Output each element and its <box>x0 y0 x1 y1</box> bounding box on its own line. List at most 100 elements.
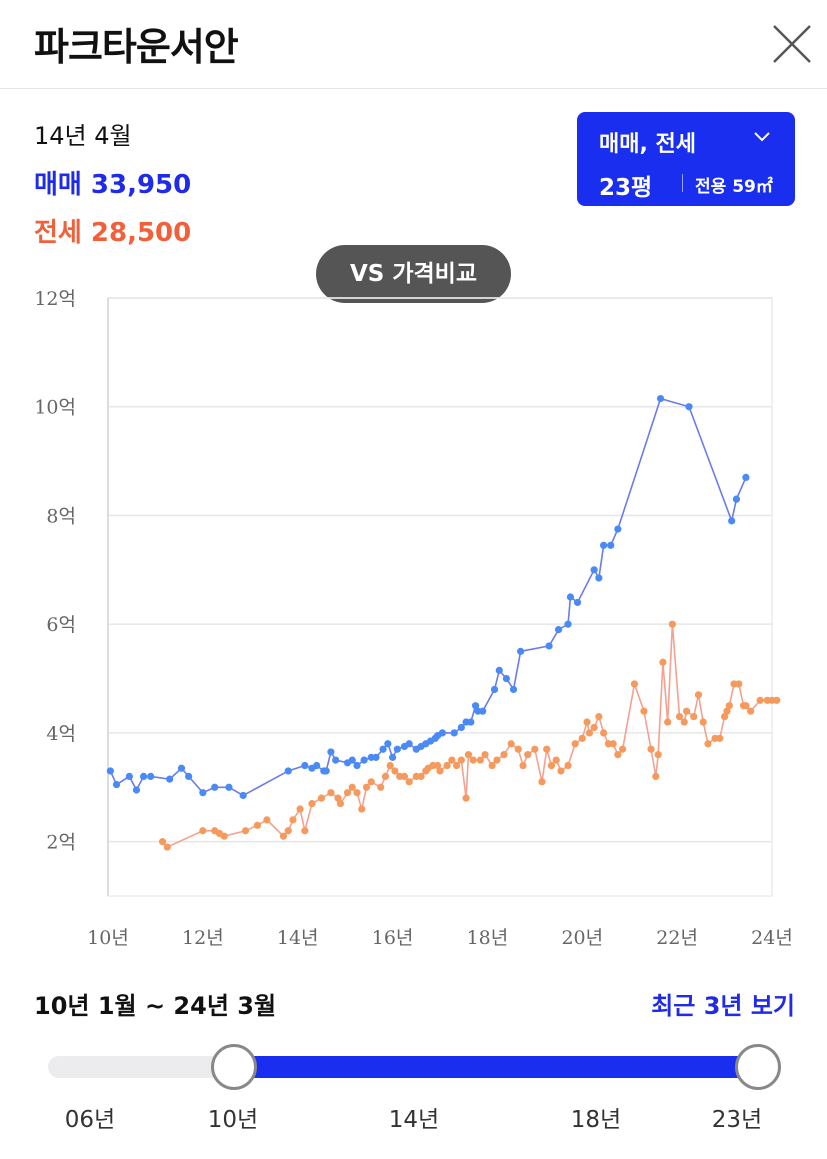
jeonse-point <box>284 827 292 835</box>
jeonse-point <box>362 783 371 791</box>
sale-point <box>438 729 446 737</box>
x-tick-label: 20년 <box>561 927 603 949</box>
sale-point <box>384 740 392 748</box>
page-title: 파크타운서안 <box>34 25 239 69</box>
jeonse-point <box>571 740 579 748</box>
range-start-handle[interactable] <box>211 1044 257 1090</box>
jeonse-point <box>675 713 684 721</box>
sale-point <box>607 541 615 549</box>
jeonse-point <box>630 680 639 688</box>
jeonse-point <box>457 756 465 764</box>
sale-point <box>112 780 121 789</box>
range-end-handle[interactable] <box>735 1044 781 1090</box>
jeonse-point <box>564 761 572 770</box>
jeonse-point <box>680 718 688 726</box>
y-tick-label: 4억 <box>46 723 76 745</box>
recent-3-years-link[interactable]: 최근 3년 보기 <box>651 992 795 1020</box>
sale-point <box>372 753 380 761</box>
jeonse-point <box>353 789 361 797</box>
range-tick: 14년 <box>388 1107 440 1133</box>
jeonse-point <box>327 789 335 797</box>
sale-point <box>284 767 292 775</box>
jeonse-point <box>652 772 660 780</box>
jeonse-point <box>654 751 662 759</box>
sale-point <box>471 702 480 710</box>
jeonse-point <box>163 843 171 851</box>
price-chart: 2억 4억 6억 8억 10억 12억 10년 12년 14년 16년 18년 20년 22년 24년 <box>34 288 793 949</box>
jeonse-point <box>747 707 755 715</box>
jeonse-point <box>443 761 451 770</box>
range-tick: 23년 <box>711 1107 763 1133</box>
range-slider-fill <box>234 1056 758 1078</box>
sale-point <box>185 772 193 780</box>
jeonse-point <box>640 707 648 715</box>
jeonse-point <box>531 745 539 753</box>
jeonse-point <box>253 821 261 829</box>
jeonse-point <box>583 718 591 726</box>
jeonse-point <box>723 707 731 715</box>
jeonse-point <box>694 691 703 699</box>
x-tick-label: 22년 <box>656 927 698 949</box>
jeonse-point <box>519 761 527 770</box>
jeonse-series-line <box>161 624 777 849</box>
jeonse-point <box>241 827 250 835</box>
y-tick-label: 10억 <box>34 397 76 419</box>
sale-point <box>595 574 603 582</box>
area-label: 전용 59㎡ <box>695 177 773 197</box>
jeonse-point <box>659 658 667 666</box>
sale-point <box>125 772 133 780</box>
y-tick-label: 2억 <box>46 832 76 854</box>
sale-point <box>554 626 563 634</box>
type-size-dropdown[interactable]: 매매, 전세 23평 전용 59㎡ <box>577 112 795 206</box>
trade-type-label: 매매, 전세 <box>599 132 696 157</box>
sale-point <box>467 718 475 726</box>
jeonse-point <box>448 756 456 764</box>
jeonse-point <box>614 751 622 759</box>
jeonse-point <box>434 761 442 770</box>
sale-price: 매매 33,950 <box>34 170 192 200</box>
jeonse-point <box>742 702 750 710</box>
sale-series-line <box>109 397 747 797</box>
sale-point <box>225 783 233 791</box>
chevron-down-icon <box>754 132 770 142</box>
header: 파크타운서안 <box>0 0 827 89</box>
sale-point <box>106 767 114 775</box>
jeonse-point <box>317 794 326 802</box>
sale-point <box>132 786 141 794</box>
jeonse-point <box>481 751 489 759</box>
sale-point <box>353 761 361 770</box>
sale-point <box>479 707 487 715</box>
y-tick-label: 6억 <box>46 614 76 636</box>
jeonse-point <box>735 680 743 688</box>
y-tick-label: 12억 <box>34 288 76 310</box>
sale-point <box>573 598 582 607</box>
jeonse-point <box>543 745 551 753</box>
jeonse-point <box>367 778 375 786</box>
sale-point <box>332 756 340 764</box>
sale-point <box>614 525 622 533</box>
jeonse-point <box>514 745 522 753</box>
sale-point <box>656 394 665 403</box>
jeonse-point <box>391 767 399 775</box>
sale-point <box>590 566 598 574</box>
jeonse-point <box>199 827 207 835</box>
jeonse-point <box>590 723 598 732</box>
jeonse-point <box>348 783 356 791</box>
vs-compare-button[interactable]: VS 가격비교 <box>316 245 511 303</box>
close-icon[interactable] <box>770 22 814 66</box>
jeonse-point <box>493 756 501 764</box>
jeonse-point <box>720 713 729 721</box>
sale-point <box>360 756 368 764</box>
sale-point <box>348 756 356 764</box>
sale-point <box>566 593 575 601</box>
jeonse-point <box>500 751 508 759</box>
sale-point <box>732 495 741 503</box>
sale-point <box>742 473 750 481</box>
sale-point <box>685 403 693 411</box>
pyeong-label: 23평 <box>599 175 653 201</box>
selected-date: 14년 4월 <box>34 122 132 150</box>
x-tick-label: 14년 <box>277 927 319 949</box>
jeonse-point <box>557 767 565 775</box>
sale-point <box>502 674 510 683</box>
jeonse-point <box>595 713 603 721</box>
